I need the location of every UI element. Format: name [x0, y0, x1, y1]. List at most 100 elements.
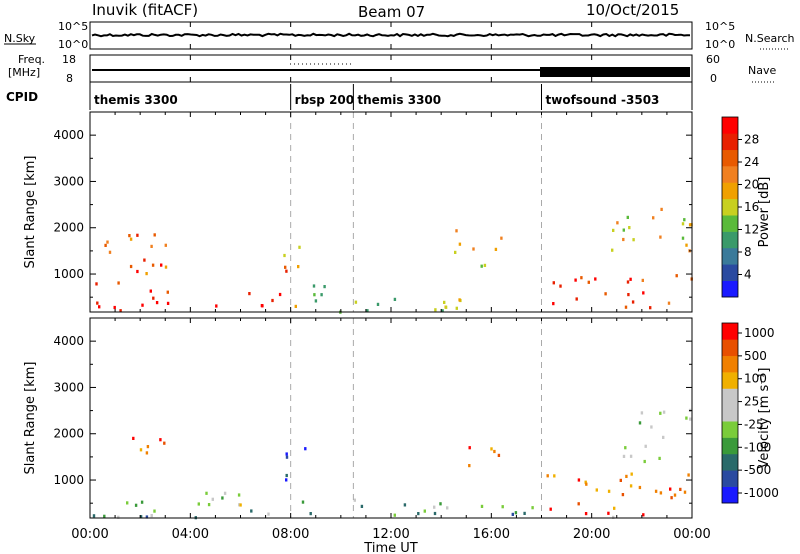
- velocity-cell: [630, 472, 633, 476]
- power-cell: [444, 305, 448, 309]
- velocity-cell: [439, 502, 442, 506]
- velocity-cell: [584, 480, 587, 484]
- velocity-cell: [607, 489, 611, 493]
- noise-tick-bottom-right: 10^0: [705, 38, 735, 51]
- freq-label: Freq.: [18, 53, 45, 66]
- velocity-cell: [577, 478, 581, 482]
- velocity-colorbar-tick: 100: [744, 372, 767, 386]
- power-cell: [141, 303, 144, 307]
- velocity-colorbar-segment: [722, 323, 738, 340]
- power-colorbar-segment: [722, 264, 738, 281]
- velocity-colorbar-tick: 500: [744, 349, 767, 363]
- power-cell: [166, 301, 170, 305]
- power-colorbar-segment: [722, 198, 738, 216]
- velocity-cell: [673, 493, 677, 497]
- power-cell: [104, 243, 107, 247]
- power-cell: [136, 269, 139, 274]
- cpid-segment-label: themis 3300: [357, 93, 441, 107]
- velocity-cell: [223, 491, 227, 495]
- power-cell: [145, 272, 148, 276]
- velocity-cell: [622, 454, 626, 458]
- velocity-cell: [643, 459, 646, 464]
- power-cell: [376, 302, 380, 306]
- power-cell: [632, 238, 635, 242]
- velocity-colorbar-segment: [722, 404, 738, 422]
- velocity-colorbar-segment: [722, 339, 738, 357]
- velocity-cell: [490, 447, 493, 451]
- noise-panel: N.Sky 10^5 10^0 10^5 10^0 N.Search: [4, 20, 795, 51]
- power-cell: [627, 293, 630, 297]
- velocity-cell: [629, 454, 633, 458]
- power-cell: [683, 218, 686, 222]
- power-cell: [283, 253, 286, 258]
- velocity-cell: [654, 489, 658, 493]
- velocity-colorbar-segment: [722, 388, 738, 406]
- velocity-cell: [132, 436, 135, 440]
- noise-left-label: N.Sky: [4, 32, 36, 45]
- noise-tick-top-right: 10^5: [705, 20, 735, 33]
- power-cell: [284, 265, 287, 269]
- velocity-cell: [511, 512, 514, 516]
- velocity-cell: [238, 503, 241, 507]
- power-colorbar-tick: 20: [744, 178, 759, 192]
- power-cell: [393, 297, 397, 301]
- velocity-cell: [670, 496, 673, 500]
- power-cell: [604, 292, 607, 296]
- x-axis-label: Time UT: [363, 541, 417, 554]
- velocity-cell: [659, 411, 662, 415]
- velocity-ytick: 3000: [53, 380, 84, 394]
- freq-tick-top: 18: [62, 53, 76, 66]
- power-panel: 1000 2000 3000 4000 Slant Range [km] 4 8 12 16…: [23, 111, 772, 314]
- velocity-colorbar-segment: [722, 486, 738, 504]
- frequency-panel: Freq. [MHz] 18 8 60 0 Nave: [8, 53, 776, 85]
- velocity-cell: [480, 504, 484, 508]
- x-tick-label: 04:00: [172, 527, 209, 542]
- velocity-cell: [658, 456, 661, 460]
- velocity-ytick: 2000: [53, 427, 84, 441]
- cpid-segment-label: twofsound -3503: [546, 93, 660, 107]
- power-colorbar-segment: [722, 231, 738, 249]
- velocity-cell: [140, 500, 144, 504]
- velocity-cell: [683, 490, 687, 494]
- velocity-cell: [145, 451, 149, 455]
- velocity-cell: [393, 513, 396, 517]
- power-colorbar-segment: [722, 117, 738, 134]
- velocity-cell: [360, 504, 364, 508]
- power-cell: [642, 291, 645, 295]
- velocity-cell: [403, 503, 407, 507]
- power-cell: [320, 293, 323, 297]
- beam-title: Beam 07: [358, 3, 425, 21]
- velocity-cell: [304, 447, 307, 451]
- velocity-colorbar-segment: [722, 437, 738, 455]
- power-colorbar-segment: [722, 215, 738, 232]
- velocity-cell: [207, 503, 211, 507]
- velocity-cell: [221, 496, 224, 500]
- power-cell: [129, 237, 133, 241]
- velocity-cell: [644, 444, 647, 448]
- velocity-cell: [659, 491, 663, 495]
- power-cell: [294, 304, 297, 308]
- power-cell: [297, 265, 300, 269]
- velocity-ylabel: Slant Range [km]: [23, 362, 38, 475]
- velocity-cell: [285, 455, 289, 459]
- power-cell: [629, 277, 632, 281]
- power-cell: [552, 302, 555, 306]
- power-cell: [458, 242, 462, 246]
- power-colorbar-segment: [722, 247, 738, 265]
- power-cell: [136, 233, 139, 237]
- velocity-ytick: 4000: [53, 334, 84, 348]
- power-cell: [624, 305, 628, 309]
- power-cell: [119, 309, 122, 313]
- power-cell: [631, 300, 635, 304]
- power-colorbar-label: Power [dB]: [757, 177, 772, 248]
- power-cell: [587, 280, 590, 284]
- velocity-colorbar-tick: -1000: [744, 486, 779, 500]
- x-tick-label: 00:00: [71, 527, 108, 542]
- velocity-cell: [197, 502, 200, 506]
- velocity-cell: [159, 438, 162, 442]
- velocity-cell: [497, 453, 501, 457]
- power-cell: [312, 284, 316, 288]
- velocity-cell: [285, 452, 288, 456]
- power-cell: [628, 226, 631, 230]
- velocity-cell: [433, 505, 436, 509]
